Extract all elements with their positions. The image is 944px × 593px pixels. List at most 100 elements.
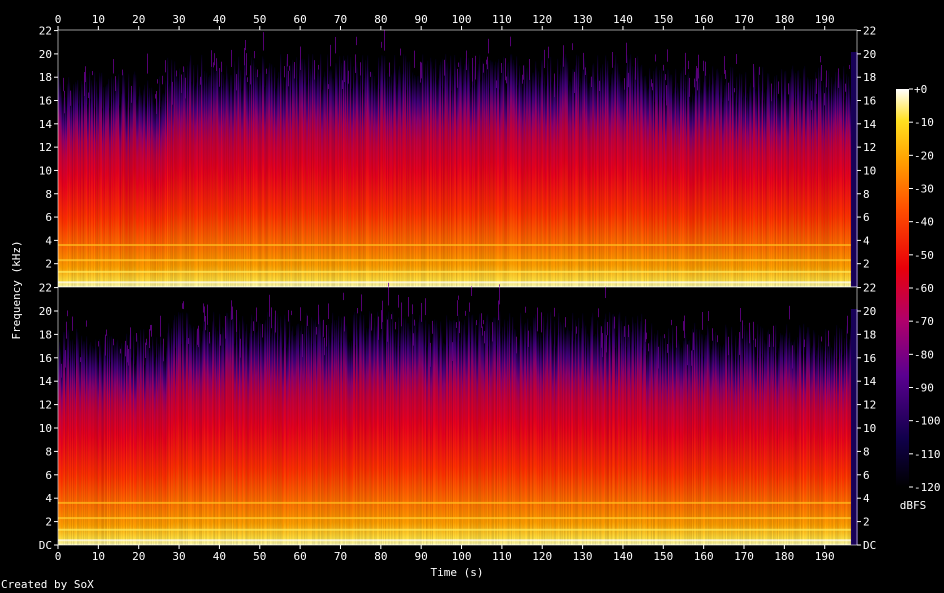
x-tick-label: 90 [415,550,428,563]
x-axis-label: Time (s) [430,566,484,579]
x-tick-label: 190 [815,550,835,563]
x-tick-label: 30 [172,550,185,563]
credit-text: Created by SoX [1,578,94,591]
y-tick-label: 8 [863,188,870,201]
x-tick-label: 160 [694,13,714,26]
y-tick-label: 4 [45,234,52,247]
x-tick-label: 150 [653,13,673,26]
x-tick-label: 100 [452,13,472,26]
y-tick-label: 8 [45,188,52,201]
y-tick-label: 16 [39,352,52,365]
y-tick-label: 12 [863,141,876,154]
y-tick-label: DC [39,539,52,552]
y-tick-label: DC [863,539,876,552]
y-tick-label: 20 [39,305,52,318]
x-tick-label: 140 [613,550,633,563]
colorbar-tick-label: -50 [914,249,934,262]
x-tick-label: 30 [172,13,185,26]
x-tick-label: 0 [55,550,62,563]
x-tick-label: 10 [92,550,105,563]
x-tick-label: 130 [573,550,593,563]
y-tick-label: 12 [39,141,52,154]
y-tick-label: 20 [39,48,52,61]
y-tick-label: 10 [863,422,876,435]
spectrogram-channel-1 [57,29,858,288]
y-tick-label: 18 [863,71,876,84]
y-tick-label: 16 [39,95,52,108]
colorbar-tick-label: -110 [914,448,941,461]
x-tick-label: 150 [653,550,673,563]
x-tick-label: 120 [532,550,552,563]
y-tick-label: 14 [39,118,53,131]
colorbar-tick-label: -10 [914,116,934,129]
y-tick-label: 6 [45,469,52,482]
y-tick-label: 22 [863,25,876,38]
x-tick-label: 50 [253,550,266,563]
y-tick-label: 2 [863,516,870,529]
spectrogram-panels [57,29,858,546]
y-tick-label: 6 [863,469,870,482]
colorbar-tick-label: -20 [914,149,934,162]
y-tick-label: 22 [39,25,52,38]
y-tick-label: 8 [45,445,52,458]
x-tick-label: 110 [492,550,512,563]
colorbar-tick-label: -90 [914,382,934,395]
panel-frame [57,286,858,546]
y-tick-label: 10 [39,164,52,177]
x-tick-label: 90 [415,13,428,26]
spectrogram-channel-2 [57,282,858,546]
x-tick-label: 190 [815,13,835,26]
y-tick-label: 8 [863,445,870,458]
x-tick-label: 10 [92,13,105,26]
y-tick-label: 10 [863,164,876,177]
x-tick-label: 60 [293,13,306,26]
colorbar-tick-label: -30 [914,183,934,196]
y-tick-label: 6 [45,211,52,224]
x-tick-label: 180 [774,13,794,26]
x-tick-label: 20 [132,550,145,563]
x-tick-label: 70 [334,13,347,26]
colorbar: +0 -10 -20 -30 -40 -50 -60 -70 -80 -90 -100 -110 -12… [896,83,941,494]
x-tick-label: 40 [213,13,226,26]
x-tick-label: 100 [452,550,472,563]
y-tick-label: 18 [39,71,52,84]
y-tick-label: 2 [45,516,52,529]
y-tick-label: 4 [45,492,52,505]
x-tick-label: 140 [613,13,633,26]
x-tick-label: 170 [734,13,754,26]
colorbar-tick-label: -70 [914,315,934,328]
colorbar-tick-label: -120 [914,481,941,494]
y-tick-label: 14 [863,375,877,388]
y-tick-label: 20 [863,305,876,318]
x-tick-label: 170 [734,550,754,563]
x-tick-label: 120 [532,13,552,26]
x-tick-label: 70 [334,550,347,563]
x-tick-label: 0 [55,13,62,26]
y-tick-label: 22 [39,282,52,295]
colorbar-tick-label: -100 [914,415,941,428]
y-tick-label: 18 [39,328,52,341]
y-tick-label: 14 [863,118,877,131]
colorbar-label: dBFS [899,499,927,512]
y-tick-label: 20 [863,48,876,61]
x-tick-label: 60 [293,550,306,563]
colorbar-tick-label: -60 [914,282,934,295]
x-tick-label: 20 [132,13,145,26]
x-tick-label: 180 [774,550,794,563]
y-tick-label: 2 [863,258,870,271]
x-tick-label: 80 [374,13,387,26]
y-tick-label: 12 [863,399,876,412]
y-tick-label: 6 [863,211,870,224]
y-tick-label: 12 [39,399,52,412]
x-tick-label: 130 [573,13,593,26]
colorbar-tick-label: -80 [914,348,934,361]
x-tick-label: 40 [213,550,226,563]
y-axis-label: Frequency (kHz) [10,240,23,340]
y-tick-label: 18 [863,328,876,341]
y-tick-label: 4 [863,234,870,247]
y-tick-label: 16 [863,95,876,108]
x-tick-label: 50 [253,13,266,26]
y-tick-label: 14 [39,375,53,388]
